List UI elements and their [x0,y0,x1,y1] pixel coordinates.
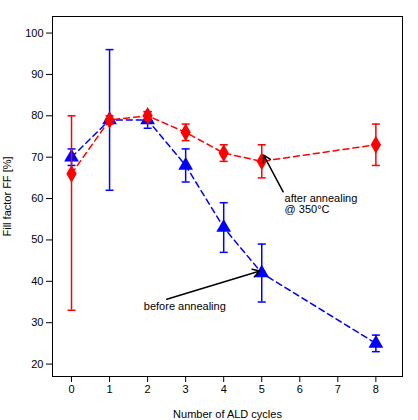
svg-text:1: 1 [107,383,113,395]
svg-text:80: 80 [31,109,43,121]
svg-text:2: 2 [145,383,151,395]
svg-text:40: 40 [31,275,43,287]
svg-text:30: 30 [31,316,43,328]
svg-text:Fill factor FF [%]: Fill factor FF [%] [1,156,13,236]
svg-text:50: 50 [31,233,43,245]
svg-text:7: 7 [335,383,341,395]
svg-text:6: 6 [297,383,303,395]
svg-text:8: 8 [373,383,379,395]
svg-text:after annealing@ 350°C: after annealing@ 350°C [285,192,358,215]
svg-text:4: 4 [221,383,227,395]
svg-text:70: 70 [31,151,43,163]
svg-text:20: 20 [31,358,43,370]
svg-text:60: 60 [31,192,43,204]
svg-text:90: 90 [31,68,43,80]
svg-text:Number of ALD cycles: Number of ALD cycles [173,408,282,420]
svg-text:before annealing: before annealing [144,300,226,312]
svg-text:0: 0 [68,383,74,395]
svg-text:3: 3 [183,383,189,395]
svg-text:100: 100 [25,27,43,39]
svg-text:5: 5 [259,383,265,395]
